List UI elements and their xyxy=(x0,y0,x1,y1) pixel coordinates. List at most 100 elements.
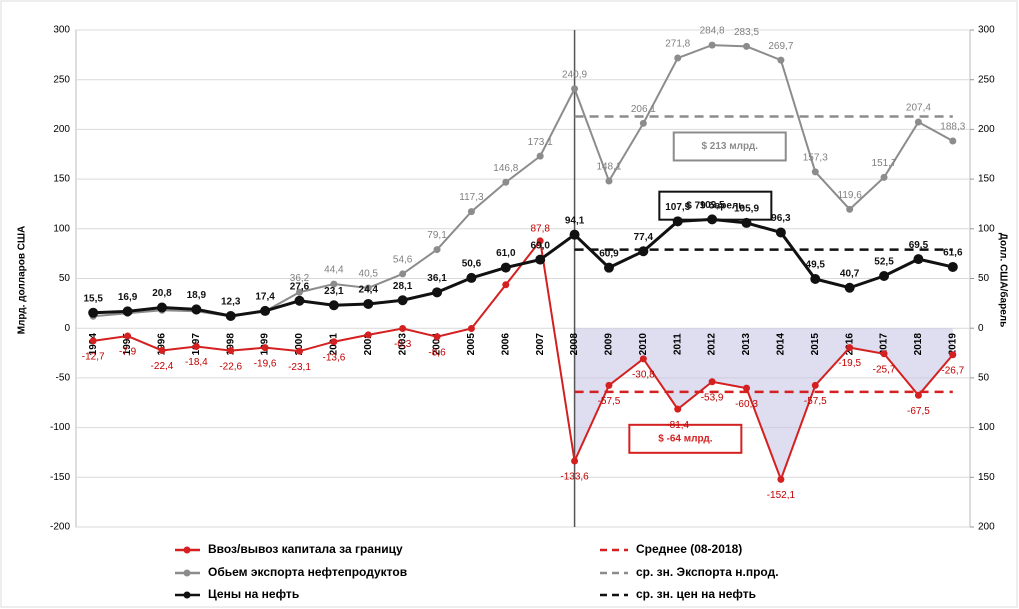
data-point xyxy=(639,119,647,127)
data-point xyxy=(328,300,339,311)
y-tick-label: -100 xyxy=(50,422,70,433)
data-point xyxy=(638,246,649,257)
y-tick-label: 100 xyxy=(53,223,70,234)
data-point xyxy=(846,344,854,352)
shaded-area xyxy=(574,328,953,480)
x-tick-label: 2008 xyxy=(569,333,580,356)
data-label: 79,1 xyxy=(427,230,447,241)
y-tick-label: 0 xyxy=(64,323,70,334)
data-point xyxy=(433,333,441,341)
data-point xyxy=(122,306,133,317)
data-label: 271,8 xyxy=(665,39,690,50)
data-point xyxy=(880,350,888,358)
data-point xyxy=(502,178,510,186)
data-label: 109,5 xyxy=(700,200,725,211)
data-point xyxy=(432,287,443,298)
data-point xyxy=(88,307,99,318)
y2-tick-label: 300 xyxy=(978,25,995,36)
data-label: -53,9 xyxy=(701,392,724,403)
legend-label: Цены на нефть xyxy=(208,587,299,601)
data-label: 240,9 xyxy=(562,69,587,80)
series-line xyxy=(93,217,954,318)
data-point xyxy=(467,208,475,216)
data-point xyxy=(707,214,718,225)
data-label: -19,5 xyxy=(838,358,861,369)
data-label: 119,6 xyxy=(838,190,863,201)
data-label: 18,9 xyxy=(187,290,207,301)
y2-tick-label: 50 xyxy=(978,273,990,284)
annotation: $ 79 барель xyxy=(686,199,744,211)
x-tick-label: 2018 xyxy=(913,333,924,356)
data-label: 87,8 xyxy=(530,224,550,235)
data-label: 94,1 xyxy=(565,215,585,226)
data-point xyxy=(708,378,716,386)
data-label: 40,5 xyxy=(359,269,379,280)
data-label: 16,9 xyxy=(118,292,138,303)
legend-label: ср. зн. цен на нефть xyxy=(636,587,756,601)
data-label: -12,7 xyxy=(82,351,105,362)
y2-tick-label: 100 xyxy=(978,422,995,433)
data-label: 157,3 xyxy=(803,152,828,163)
data-label: 151,7 xyxy=(872,158,897,169)
data-point xyxy=(571,457,579,465)
x-tick-label: 2009 xyxy=(604,333,615,356)
y-tick-label: 50 xyxy=(59,273,71,284)
x-tick-label: 2010 xyxy=(638,333,649,356)
data-point xyxy=(363,298,374,309)
y-tick-label: 300 xyxy=(53,25,70,36)
data-point xyxy=(811,168,819,176)
annotation-box xyxy=(672,131,787,162)
y2-tick-label: 100 xyxy=(978,223,995,234)
data-point xyxy=(192,342,200,350)
data-point xyxy=(741,217,752,228)
data-label: 24,4 xyxy=(359,285,379,296)
data-point xyxy=(914,118,922,126)
x-tick-label: 2000 xyxy=(294,333,305,356)
y2-axis-label: Долл. США/барель xyxy=(997,233,1009,328)
data-point xyxy=(399,324,407,332)
data-point xyxy=(156,302,167,313)
data-label: 188,3 xyxy=(940,122,965,133)
data-label: 17,4 xyxy=(255,292,275,303)
data-label: 96,3 xyxy=(771,213,791,224)
x-tick-label: 1996 xyxy=(157,333,168,356)
y2-tick-label: 0 xyxy=(978,323,984,334)
legend-label: Ввоз/вывоз капитала за границу xyxy=(208,542,403,556)
y-tick-label: -150 xyxy=(50,472,70,483)
data-point xyxy=(846,205,854,213)
data-label: 61,0 xyxy=(496,248,516,259)
data-point xyxy=(777,475,785,483)
data-label: 207,4 xyxy=(906,103,931,114)
data-label: 23,1 xyxy=(324,286,344,297)
x-tick-label: 2015 xyxy=(810,333,821,356)
y2-tick-label: 250 xyxy=(978,74,995,85)
data-label: 146,8 xyxy=(493,163,518,174)
data-point xyxy=(674,54,682,62)
y-tick-label: 200 xyxy=(53,124,70,135)
x-tick-label: 1999 xyxy=(260,333,271,356)
data-point xyxy=(672,216,683,227)
data-label: -13,6 xyxy=(322,352,345,363)
data-point xyxy=(775,227,786,238)
data-label: -67,5 xyxy=(907,406,930,417)
data-label: -60,3 xyxy=(735,399,758,410)
data-point xyxy=(879,271,890,282)
data-point xyxy=(949,351,957,359)
data-point xyxy=(330,338,338,346)
data-label: 28,1 xyxy=(393,281,413,292)
data-label: -8,6 xyxy=(428,347,446,358)
y-axis-label: Млрд. долларов США xyxy=(17,226,28,335)
data-point xyxy=(433,246,441,254)
data-label: 269,7 xyxy=(768,41,793,52)
data-point xyxy=(89,337,97,345)
annotation: $ 213 млрд. xyxy=(701,141,758,152)
y-tick-label: -200 xyxy=(50,522,70,533)
data-point xyxy=(844,282,855,293)
data-point xyxy=(639,355,647,363)
data-label: -19,6 xyxy=(254,358,277,369)
data-point xyxy=(810,273,821,284)
data-label: -0,3 xyxy=(394,339,412,350)
data-label: 69,0 xyxy=(530,240,550,251)
